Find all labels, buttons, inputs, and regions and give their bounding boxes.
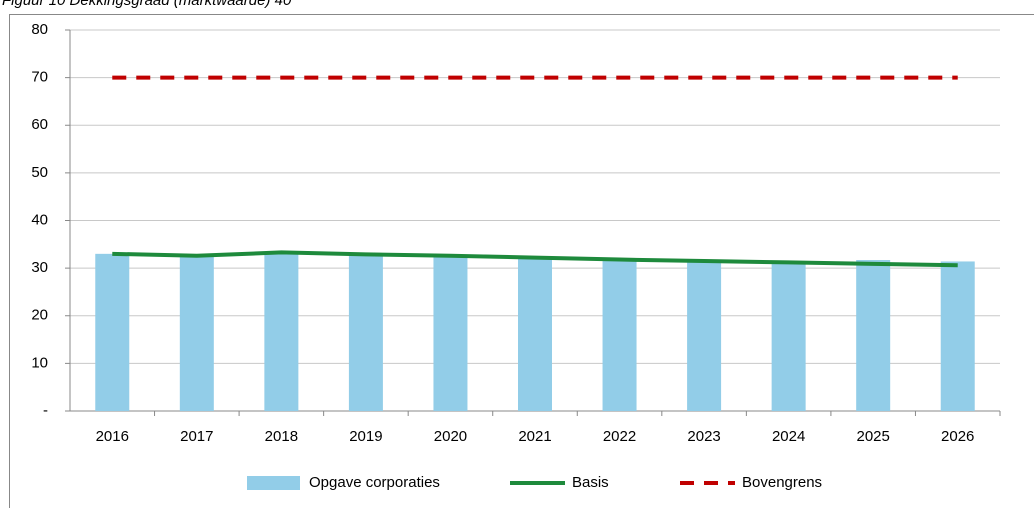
y-tick-label: 20 [31, 307, 48, 324]
y-tick-label: 10 [31, 354, 48, 371]
x-tick-label: 2022 [603, 428, 636, 445]
y-tick-label: 50 [31, 164, 48, 181]
bar [95, 253, 130, 411]
legend-label: Basis [572, 474, 609, 491]
chart-title: Figuur 10 Dekkingsgraad (marktwaarde) 40 [2, 0, 292, 9]
bar [771, 261, 806, 411]
x-tick-label: 2024 [772, 428, 805, 445]
x-tick-label: 2016 [96, 428, 129, 445]
bar [348, 253, 383, 411]
bar [940, 261, 975, 411]
y-tick-label: 80 [31, 21, 48, 38]
y-tick-label: 30 [31, 259, 48, 276]
line [112, 250, 958, 268]
y-tick-label: 60 [31, 116, 48, 133]
x-tick-label: 2021 [518, 428, 551, 445]
bar [179, 255, 214, 411]
legend-label: Opgave corporaties [309, 474, 440, 491]
legend-label: Bovengrens [742, 474, 822, 491]
y-tick-label: - [43, 402, 48, 419]
legend-swatch [247, 476, 300, 490]
bar [856, 260, 891, 411]
bar [602, 258, 637, 411]
x-tick-label: 2018 [265, 428, 298, 445]
y-tick-label: 70 [31, 69, 48, 86]
bar [433, 255, 468, 411]
bar [687, 260, 722, 411]
bar [518, 257, 552, 411]
y-tick-label: 40 [31, 211, 48, 228]
x-tick-label: 2019 [349, 428, 382, 445]
x-tick-label: 2020 [434, 428, 467, 445]
x-tick-label: 2023 [687, 428, 720, 445]
x-tick-label: 2026 [941, 428, 974, 445]
x-tick-label: 2017 [180, 428, 213, 445]
bar [264, 252, 299, 411]
x-tick-label: 2025 [856, 428, 889, 445]
